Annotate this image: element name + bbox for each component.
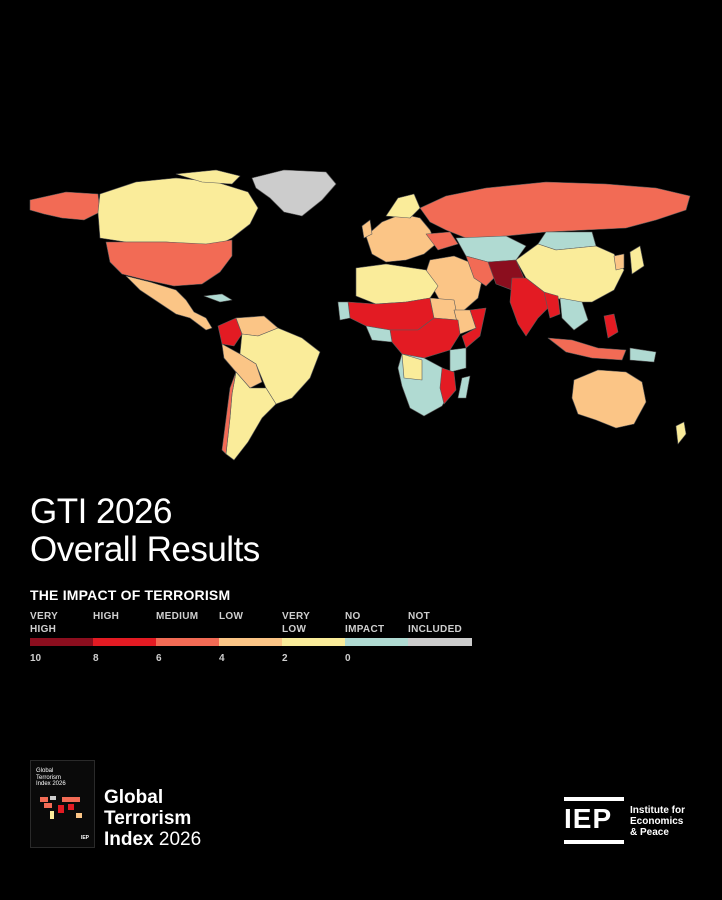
map-region-canada — [97, 177, 259, 247]
map-region-peru — [221, 343, 263, 389]
map-region-mexico — [125, 275, 213, 331]
iep-logo-bar-top — [564, 797, 624, 801]
legend-swatch-very-high — [30, 638, 93, 646]
legend-label-low: LOW — [219, 611, 244, 622]
map-region-philippines — [603, 313, 619, 339]
iep-logo-text: IEP — [564, 803, 613, 834]
legend-label-very-low: VERY LOW — [282, 611, 311, 635]
legend-label-very-high: VERY HIGH — [30, 611, 59, 635]
legend-color-bar — [30, 638, 472, 646]
iep-institute-name: Institute for Economics & Peace — [630, 805, 685, 838]
legend-label-no-impact: NO IMPACT — [345, 611, 385, 635]
map-region-scandinavia — [385, 193, 421, 219]
map-region-india — [509, 277, 553, 337]
map-region-indonesia — [547, 337, 627, 361]
map-region-arctic-islands — [175, 169, 241, 185]
map-region-europe — [365, 213, 437, 263]
map-region-east-africa — [449, 347, 467, 373]
map-region-ukraine — [425, 231, 459, 251]
iep-logo-bar-bottom — [564, 840, 624, 844]
cover-map-image — [40, 796, 82, 819]
legend-label-medium: MEDIUM — [156, 611, 199, 622]
map-region-korea — [613, 253, 625, 271]
report-brand: Global Terrorism Index 2026 — [104, 787, 202, 850]
map-region-sahara — [355, 263, 439, 305]
scale-tick: 0 — [345, 653, 351, 664]
map-region-colombia — [217, 317, 243, 347]
legend-title: THE IMPACT OF TERRORISM — [30, 587, 231, 603]
page-title: GTI 2026 Overall Results — [30, 493, 260, 569]
map-region-caribbean — [203, 293, 233, 303]
map-region-gulf-guinea — [365, 325, 393, 343]
title-line-1: GTI 2026 — [30, 492, 172, 531]
legend-label-not-included: NOT INCLUDED — [408, 611, 463, 635]
title-line-2: Overall Results — [30, 530, 260, 569]
map-region-mozambique — [439, 367, 457, 405]
scale-tick: 2 — [282, 653, 288, 664]
map-region-madagascar — [457, 375, 471, 399]
legend-swatch-no-impact — [345, 638, 408, 646]
map-region-russia — [419, 181, 691, 239]
cover-iep-logo: IEP — [80, 835, 89, 841]
map-region-angola — [401, 353, 423, 381]
legend-swatch-very-low — [282, 638, 345, 646]
map-region-sudan — [429, 297, 459, 321]
map-region-sahel — [347, 297, 435, 331]
map-region-united-states — [105, 239, 233, 287]
map-region-australia — [571, 369, 647, 429]
iep-logo: IEP — [564, 797, 624, 844]
map-region-central-africa — [389, 317, 461, 359]
legend-swatch-not-included — [408, 638, 472, 646]
scale-tick: 6 — [156, 653, 162, 664]
map-region-new-zealand — [675, 421, 687, 445]
map-region-sahel-west — [337, 301, 351, 321]
map-region-greenland — [251, 169, 337, 217]
map-region-japan — [629, 245, 645, 275]
legend-swatch-high — [93, 638, 156, 646]
legend-label-high: HIGH — [93, 611, 120, 622]
report-cover-thumbnail: Global Terrorism Index 2026 IEP — [30, 760, 95, 848]
legend-swatch-low — [219, 638, 282, 646]
scale-tick: 10 — [30, 653, 42, 664]
scale-tick: 8 — [93, 653, 99, 664]
map-region-uk — [361, 219, 373, 239]
scale-tick: 4 — [219, 653, 225, 664]
world-map — [26, 168, 696, 468]
legend-swatch-medium — [156, 638, 219, 646]
map-region-southeast-asia — [559, 297, 589, 331]
map-region-chile — [221, 371, 237, 455]
map-region-alaska — [29, 191, 101, 221]
cover-title: Global Terrorism Index 2026 — [36, 768, 66, 787]
map-region-myanmar — [543, 291, 561, 319]
map-region-papua — [629, 347, 657, 363]
